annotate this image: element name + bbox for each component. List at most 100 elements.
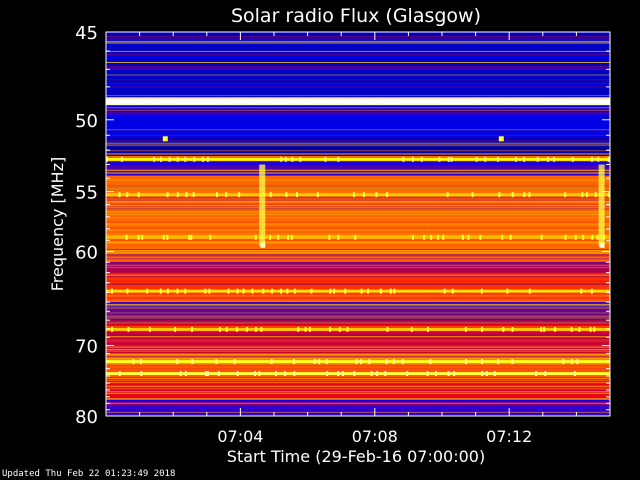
spectral-line (106, 108, 610, 110)
line-pulse (166, 234, 169, 240)
line-pulse (540, 234, 543, 240)
spectral-row (106, 167, 610, 169)
line-pulse (346, 326, 349, 332)
line-pulse (535, 371, 538, 377)
line-pulse (570, 326, 573, 332)
line-pulse (543, 326, 546, 332)
line-pulse (481, 371, 484, 377)
spectral-line (106, 156, 610, 158)
spectral-row (106, 146, 610, 148)
spectral-line (106, 295, 610, 297)
line-pulse (580, 288, 583, 294)
line-pulse (126, 288, 129, 294)
line-pulse (590, 156, 593, 162)
spectral-row (106, 44, 610, 45)
spectral-line (106, 35, 610, 37)
line-pulse (475, 156, 478, 162)
line-pulse (447, 156, 450, 162)
line-pulse (225, 326, 228, 332)
line-pulse (573, 371, 576, 377)
line-pulse (328, 234, 331, 240)
spectral-line (106, 384, 610, 386)
spectral-line (106, 205, 610, 207)
line-pulse (176, 156, 179, 162)
spectral-row (106, 141, 610, 143)
line-pulse (192, 192, 195, 198)
line-pulse (137, 192, 140, 198)
line-pulse (482, 99, 485, 105)
spectral-line (106, 380, 610, 382)
line-pulse (296, 192, 299, 198)
line-pulse (329, 288, 332, 294)
spectral-line (106, 350, 610, 352)
line-pulse (344, 288, 347, 294)
line-pulse (460, 99, 463, 105)
spectral-line (106, 250, 610, 252)
spectral-line (106, 367, 610, 369)
line-pulse (286, 288, 289, 294)
spectral-line (106, 50, 610, 52)
spectral-line (106, 283, 610, 285)
line-pulse (209, 234, 212, 240)
line-pulse (184, 371, 187, 377)
line-pulse (290, 234, 293, 240)
spectral-line (106, 338, 610, 340)
line-pulse (547, 156, 550, 162)
line-pulse (284, 156, 287, 162)
spectral-row (106, 241, 610, 243)
line-pulse (287, 234, 290, 240)
line-pulse (295, 99, 298, 105)
line-pulse (254, 371, 257, 377)
line-pulse (208, 288, 211, 294)
emission-line (106, 235, 610, 239)
emission-line (106, 372, 610, 376)
line-pulse (453, 371, 456, 377)
spectral-row (106, 262, 610, 264)
spectral-row (106, 38, 610, 39)
spectral-row (106, 364, 610, 366)
line-pulse (481, 326, 484, 332)
spectral-line (106, 111, 610, 113)
spectral-row (106, 294, 610, 296)
line-pulse (591, 234, 594, 240)
line-pulse (506, 99, 509, 105)
spectral-line (106, 334, 610, 336)
line-pulse (401, 359, 404, 365)
spectral-row (106, 56, 610, 57)
spectral-line (106, 270, 610, 272)
line-pulse (465, 359, 468, 365)
line-pulse (282, 99, 285, 105)
spectral-line (106, 153, 610, 155)
spectral-row (106, 121, 610, 123)
line-pulse (574, 234, 577, 240)
line-pulse (329, 326, 332, 332)
spectral-line (106, 337, 610, 339)
spectral-line (106, 258, 610, 260)
line-pulse (333, 288, 336, 294)
line-pulse (337, 156, 340, 162)
line-pulse (338, 326, 341, 332)
spectral-row (106, 400, 610, 402)
spectral-line (106, 97, 610, 99)
line-pulse (251, 288, 254, 294)
spectral-line (106, 214, 610, 216)
line-pulse (497, 359, 500, 365)
spectral-line (106, 191, 610, 193)
spectral-line (106, 402, 610, 404)
line-pulse (310, 288, 313, 294)
spectral-row (106, 251, 610, 253)
updated-timestamp: Updated Thu Feb 22 01:23:49 2018 (2, 469, 176, 479)
spectral-line (106, 129, 610, 131)
spectral-row (106, 302, 610, 304)
line-pulse (498, 192, 501, 198)
spectral-line (106, 275, 610, 277)
line-pulse (360, 288, 363, 294)
emission-line (106, 100, 610, 104)
spectral-row (106, 92, 610, 93)
spectral-row (106, 58, 610, 59)
line-pulse (578, 326, 581, 332)
spectral-line (106, 326, 610, 328)
line-pulse (140, 371, 143, 377)
emission-line (106, 327, 610, 331)
line-pulse (393, 288, 396, 294)
